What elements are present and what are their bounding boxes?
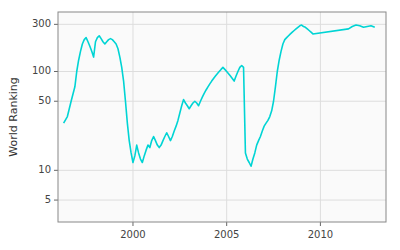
y-tick-label: 300 <box>32 18 51 29</box>
y-tick-label: 50 <box>38 95 51 106</box>
x-tick <box>320 222 321 226</box>
y-tick <box>54 101 58 102</box>
y-tick-label: 10 <box>38 164 51 175</box>
y-tick <box>54 200 58 201</box>
chart-container: 5 10 50 100 300 2000 2005 2010 World Ranking <box>0 0 400 250</box>
grid <box>58 12 386 222</box>
x-grid-line <box>320 12 321 222</box>
y-axis-label: World Ranking <box>7 77 20 157</box>
x-grid-line <box>226 12 227 222</box>
y-tick <box>54 170 58 171</box>
axes: 5 10 50 100 300 2000 2005 2010 <box>32 12 386 240</box>
x-tick <box>132 222 133 226</box>
x-tick-label: 2005 <box>214 229 239 240</box>
x-tick <box>226 222 227 226</box>
y-tick <box>54 24 58 25</box>
series-group <box>64 25 375 166</box>
y-grid-line <box>58 200 386 201</box>
x-tick-label: 2010 <box>308 229 333 240</box>
chart-svg: 5 10 50 100 300 2000 2005 2010 World Ranking <box>0 0 400 250</box>
x-tick-label: 2000 <box>120 229 145 240</box>
plot-frame <box>58 12 386 222</box>
y-tick <box>54 71 58 72</box>
plot-background <box>58 12 386 222</box>
y-tick-label: 5 <box>45 194 51 205</box>
y-grid-line <box>58 24 386 25</box>
y-tick-label: 100 <box>32 65 51 76</box>
y-grid-line <box>58 101 386 102</box>
data-line <box>64 25 375 166</box>
y-grid-line <box>58 71 386 72</box>
y-grid-line <box>58 170 386 171</box>
x-grid-line <box>132 12 133 222</box>
